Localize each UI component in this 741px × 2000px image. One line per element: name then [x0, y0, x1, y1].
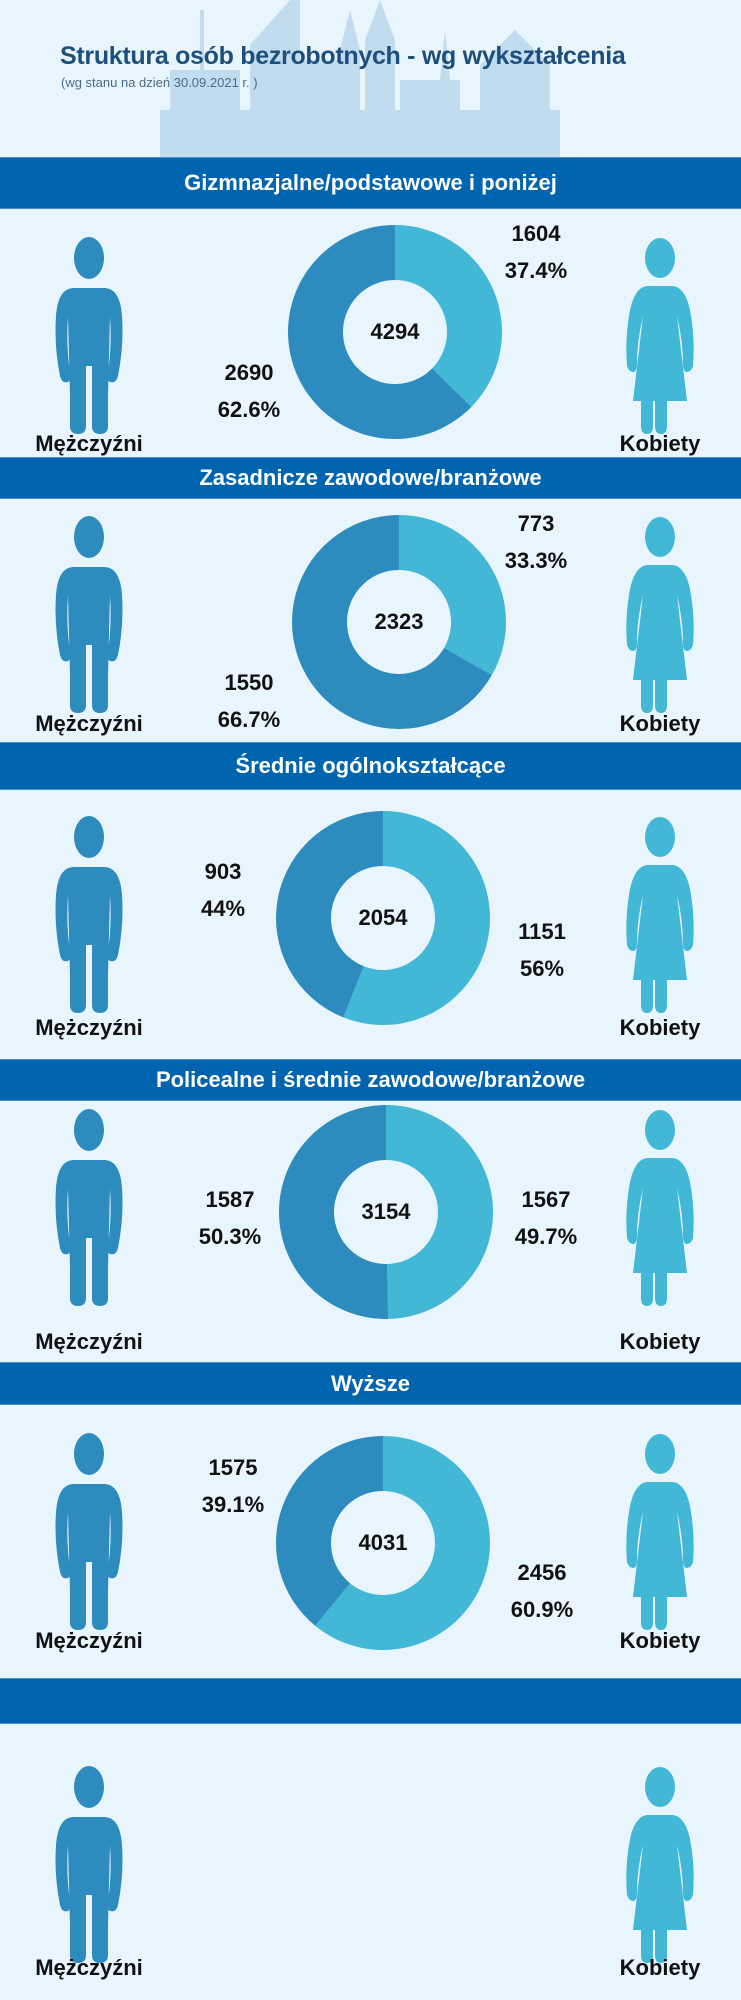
donut-chart: [276, 1436, 491, 1650]
city-skyline-decoration: [160, 0, 560, 157]
female-percent: 49.7%: [514, 1224, 578, 1249]
male-percent: 66.7%: [217, 707, 281, 732]
male-slice: [276, 811, 383, 1018]
donut-chart: [292, 515, 506, 729]
page-title: Struktura osób bezrobotnych - wg wykszta…: [60, 42, 626, 70]
female-slice: [395, 225, 502, 407]
female-count: 1604: [511, 221, 561, 246]
man-icon: [54, 1108, 124, 1308]
male-percent: 62.6%: [217, 397, 281, 422]
section-title: Wyższe: [330, 1370, 411, 1396]
female-count: 1151: [518, 919, 566, 944]
female-slice: [315, 1436, 491, 1650]
male-label: Mężczyźni: [35, 431, 143, 456]
female-label: Kobiety: [619, 1955, 701, 1980]
male-label: Mężczyźni: [35, 1015, 143, 1040]
female-label: Kobiety: [619, 1015, 701, 1040]
female-count: 2456: [517, 1560, 567, 1585]
female-percent: 56%: [519, 956, 565, 981]
section-title: Średnie ogólnokształcące: [235, 753, 506, 778]
donut-chart: [279, 1105, 494, 1319]
male-label: Mężczyźni: [35, 1628, 143, 1653]
female-slice: [386, 1105, 494, 1319]
male-percent: 44%: [200, 896, 246, 921]
male-stat: 2690 62.6%: [199, 354, 299, 428]
man-icon: [54, 515, 124, 715]
section-header: Wyższe: [0, 1362, 741, 1405]
section-title: Policealne i średnie zawodowe/branżowe: [155, 1067, 586, 1092]
female-slice: [343, 811, 490, 1025]
male-slice: [276, 1436, 383, 1626]
female-slice: [399, 515, 506, 676]
female-label: Kobiety: [619, 1628, 701, 1653]
woman-icon: [625, 1108, 695, 1308]
male-percent: 39.1%: [201, 1492, 265, 1517]
male-slice: [292, 515, 492, 729]
male-count: 1550: [224, 670, 274, 695]
female-stat: 1604 37.4%: [486, 215, 586, 289]
donut-chart: [276, 811, 490, 1025]
male-stat: 1575 39.1%: [183, 1449, 283, 1523]
section-header: Gizmnazjalne/podstawowe i poniżej: [0, 157, 741, 209]
female-percent: 33.3%: [504, 548, 568, 573]
section-header: Średnie ogólnokształcące: [0, 742, 741, 790]
donut-chart: [288, 225, 502, 439]
female-stat: 1151 56%: [492, 913, 592, 987]
male-label: Mężczyźni: [35, 711, 143, 736]
male-count: 2690: [224, 360, 274, 385]
male-count: 903: [204, 859, 242, 884]
male-count: 1575: [208, 1455, 258, 1480]
section-title: Zasadnicze zawodowe/branżowe: [199, 465, 542, 490]
female-stat: 1567 49.7%: [496, 1181, 596, 1255]
donut-total: 2054: [358, 905, 408, 930]
male-stat: 1550 66.7%: [199, 664, 299, 738]
female-percent: 37.4%: [504, 258, 568, 283]
donut-total: 3154: [361, 1199, 411, 1224]
woman-icon: [625, 515, 695, 715]
male-label: Mężczyźni: [35, 1955, 143, 1980]
donut-total: 4031: [358, 1530, 408, 1555]
donut-total: 4294: [370, 319, 420, 344]
woman-icon: [625, 815, 695, 1015]
male-stat: 903 44%: [173, 853, 273, 927]
female-label: Kobiety: [619, 431, 701, 456]
male-label: Mężczyźni: [35, 1329, 143, 1354]
male-stat: 1587 50.3%: [180, 1181, 280, 1255]
woman-icon: [625, 236, 695, 436]
male-slice: [279, 1105, 389, 1319]
woman-icon: [625, 1765, 695, 1965]
section-header: Policealne i średnie zawodowe/branżowe: [0, 1059, 741, 1101]
section-header: Zasadnicze zawodowe/branżowe: [0, 457, 741, 499]
male-percent: 50.3%: [198, 1224, 262, 1249]
woman-icon: [625, 1432, 695, 1632]
female-label: Kobiety: [619, 1329, 701, 1354]
female-count: 773: [517, 511, 555, 536]
man-icon: [54, 1765, 124, 1965]
donut-total: 2323: [374, 609, 424, 634]
section-title: Gizmnazjalne/podstawowe i poniżej: [184, 170, 557, 195]
female-count: 1567: [521, 1187, 571, 1212]
female-stat: 773 33.3%: [486, 505, 586, 579]
female-label: Kobiety: [619, 711, 701, 736]
section-header: [0, 1678, 741, 1724]
male-slice: [288, 225, 472, 439]
man-icon: [54, 236, 124, 436]
man-icon: [54, 815, 124, 1015]
male-count: 1587: [205, 1187, 255, 1212]
page-subtitle: (wg stanu na dzień 30.09.2021 r. ): [61, 75, 258, 90]
man-icon: [54, 1432, 124, 1632]
female-percent: 60.9%: [510, 1597, 574, 1622]
female-stat: 2456 60.9%: [492, 1554, 592, 1628]
